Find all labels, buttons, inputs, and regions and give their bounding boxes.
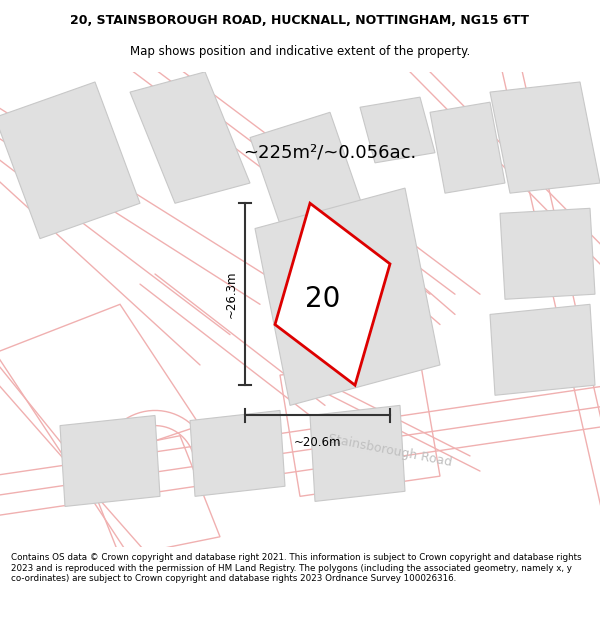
Text: 20, STAINSBOROUGH ROAD, HUCKNALL, NOTTINGHAM, NG15 6TT: 20, STAINSBOROUGH ROAD, HUCKNALL, NOTTIN…: [71, 14, 530, 27]
Text: ~225m²/~0.056ac.: ~225m²/~0.056ac.: [244, 144, 416, 162]
Polygon shape: [500, 208, 595, 299]
Polygon shape: [60, 416, 160, 506]
Polygon shape: [130, 72, 250, 203]
Text: Stainsborough Road: Stainsborough Road: [327, 432, 453, 469]
Polygon shape: [490, 304, 595, 395]
Polygon shape: [190, 411, 285, 496]
Polygon shape: [490, 82, 600, 193]
Polygon shape: [310, 406, 405, 501]
Text: Contains OS data © Crown copyright and database right 2021. This information is : Contains OS data © Crown copyright and d…: [11, 553, 581, 583]
Polygon shape: [250, 112, 365, 239]
Polygon shape: [275, 203, 390, 385]
Polygon shape: [430, 102, 505, 193]
Text: 20: 20: [305, 285, 340, 313]
Polygon shape: [360, 97, 435, 163]
Text: ~26.3m: ~26.3m: [224, 271, 238, 318]
Text: ~20.6m: ~20.6m: [294, 436, 341, 449]
Polygon shape: [255, 188, 440, 406]
Text: Map shows position and indicative extent of the property.: Map shows position and indicative extent…: [130, 45, 470, 58]
Polygon shape: [0, 82, 140, 239]
